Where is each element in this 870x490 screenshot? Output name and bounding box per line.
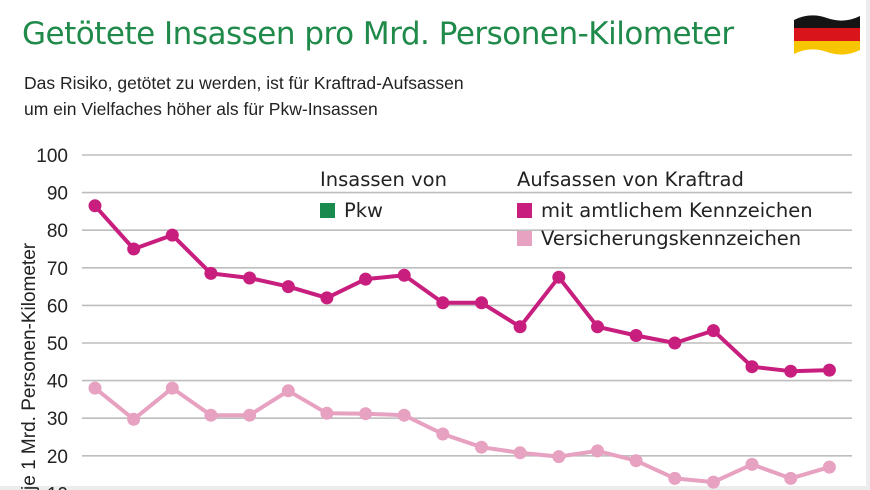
subtitle: Das Risiko, getötet zu werden, ist für K… xyxy=(24,70,464,122)
data-point xyxy=(165,381,179,395)
data-point xyxy=(204,408,218,422)
y-axis-label: je 1 Mrd. Personen-Kilometer xyxy=(19,242,40,490)
legend-swatch-amtlich xyxy=(517,203,532,218)
data-point xyxy=(591,444,604,458)
data-point xyxy=(397,268,411,282)
legend-label-versicherung: Versicherungskennzeichen xyxy=(541,227,802,250)
data-point xyxy=(668,336,682,350)
y-tick-label: 80 xyxy=(47,221,68,242)
data-point xyxy=(204,266,218,280)
legend-item-versicherung: Versicherungskennzeichen xyxy=(517,227,801,250)
data-point xyxy=(591,320,604,334)
data-point xyxy=(397,408,411,422)
data-point xyxy=(745,360,759,374)
data-point xyxy=(281,280,295,294)
data-point xyxy=(552,270,566,284)
series-lines xyxy=(88,199,836,489)
legend-label-amtlich: mit amtlichem Kennzeichen xyxy=(541,199,813,222)
data-point xyxy=(436,427,450,441)
data-point xyxy=(243,408,257,422)
data-point xyxy=(359,272,373,286)
y-tick-label: 40 xyxy=(47,372,68,393)
y-tick-label: 10 xyxy=(47,484,68,490)
subtitle-line: Das Risiko, getötet zu werden, ist für K… xyxy=(24,73,464,93)
y-tick-label: 100 xyxy=(36,146,68,167)
data-point xyxy=(706,475,720,489)
legend-insassen-heading: Insassen von xyxy=(320,168,447,191)
series-versicherung xyxy=(88,381,836,489)
legend-aufsassen-heading: Aufsassen von Kraftrad xyxy=(517,168,744,191)
y-axis-ticks: 10 20 30 40 50 60 70 80 90 100 xyxy=(36,146,68,490)
data-point xyxy=(88,381,102,395)
legend-item-amtlich: mit amtlichem Kennzeichen xyxy=(517,199,813,222)
data-point xyxy=(436,296,450,310)
y-tick-label: 30 xyxy=(47,409,68,430)
data-point xyxy=(127,412,141,426)
data-point xyxy=(668,471,682,485)
data-point xyxy=(475,296,488,310)
y-tick-label: 70 xyxy=(47,259,68,280)
data-point xyxy=(784,471,798,485)
data-point xyxy=(552,450,566,464)
data-point xyxy=(359,407,373,421)
page-title: Getötete Insassen pro Mrd. Personen-Kilo… xyxy=(22,16,734,52)
data-point xyxy=(784,364,798,378)
y-tick-label: 60 xyxy=(47,296,68,317)
data-point xyxy=(822,363,836,377)
data-point xyxy=(629,454,643,468)
data-point xyxy=(822,460,836,474)
data-point xyxy=(745,457,759,471)
data-point xyxy=(475,440,488,454)
data-point xyxy=(281,384,295,398)
data-point xyxy=(127,242,141,256)
data-point xyxy=(513,446,527,460)
data-point xyxy=(513,320,527,334)
legend-label-pkw: Pkw xyxy=(344,199,383,222)
y-tick-label: 90 xyxy=(47,184,68,205)
subtitle-line: um ein Vielfaches höher als für Pkw-Insa… xyxy=(24,99,378,119)
data-point xyxy=(320,406,334,420)
series-line xyxy=(93,386,830,485)
legend-swatch-versicherung xyxy=(517,231,532,246)
series-amtlich xyxy=(88,199,836,378)
data-point xyxy=(88,199,102,213)
data-point xyxy=(706,324,720,338)
y-tick-label: 20 xyxy=(47,447,68,468)
data-point xyxy=(320,291,334,305)
germany-flag-icon xyxy=(794,15,860,55)
y-tick-label: 50 xyxy=(47,334,68,355)
legend-swatch-pkw xyxy=(320,203,335,218)
legend-item-pkw: Pkw xyxy=(320,199,383,222)
data-point xyxy=(243,271,257,285)
data-point xyxy=(629,329,643,342)
data-point xyxy=(165,228,179,242)
